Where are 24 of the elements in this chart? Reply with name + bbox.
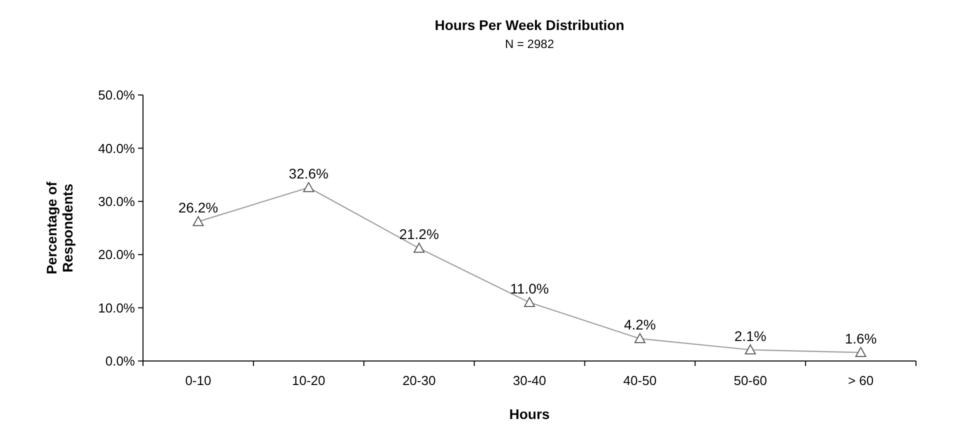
data-label: 1.6% — [844, 330, 877, 346]
data-label: 26.2% — [178, 200, 218, 216]
x-tick-label: 20-30 — [402, 373, 436, 388]
x-tick-label: > 60 — [848, 373, 874, 388]
x-axis-title: Hours — [509, 406, 550, 422]
data-label: 4.2% — [624, 316, 656, 333]
chart-subtitle: N = 2982 — [504, 37, 554, 51]
data-label: 2.1% — [734, 328, 766, 344]
data-label: 11.0% — [510, 280, 549, 296]
y-tick-label: 40.0% — [98, 140, 136, 156]
y-axis-title: Percentage of Respondents — [44, 181, 76, 274]
chart-title: Hours Per Week Distribution — [434, 17, 624, 33]
x-tick-label: 50-60 — [734, 373, 767, 388]
x-tick-label: 0-10 — [185, 373, 212, 388]
x-tick-label: 10-20 — [292, 373, 326, 388]
y-tick-label: 0.0% — [105, 354, 136, 369]
x-tick-label: 30-40 — [512, 373, 546, 388]
y-tick-label: 30.0% — [98, 194, 136, 209]
y-tick-label: 20.0% — [98, 247, 136, 262]
data-label: 21.2% — [399, 226, 439, 242]
y-tick-label: 10.0% — [98, 300, 136, 316]
data-label: 32.6% — [288, 166, 328, 182]
x-tick-label: 40-50 — [623, 373, 657, 388]
y-tick-label: 50.0% — [98, 88, 136, 103]
